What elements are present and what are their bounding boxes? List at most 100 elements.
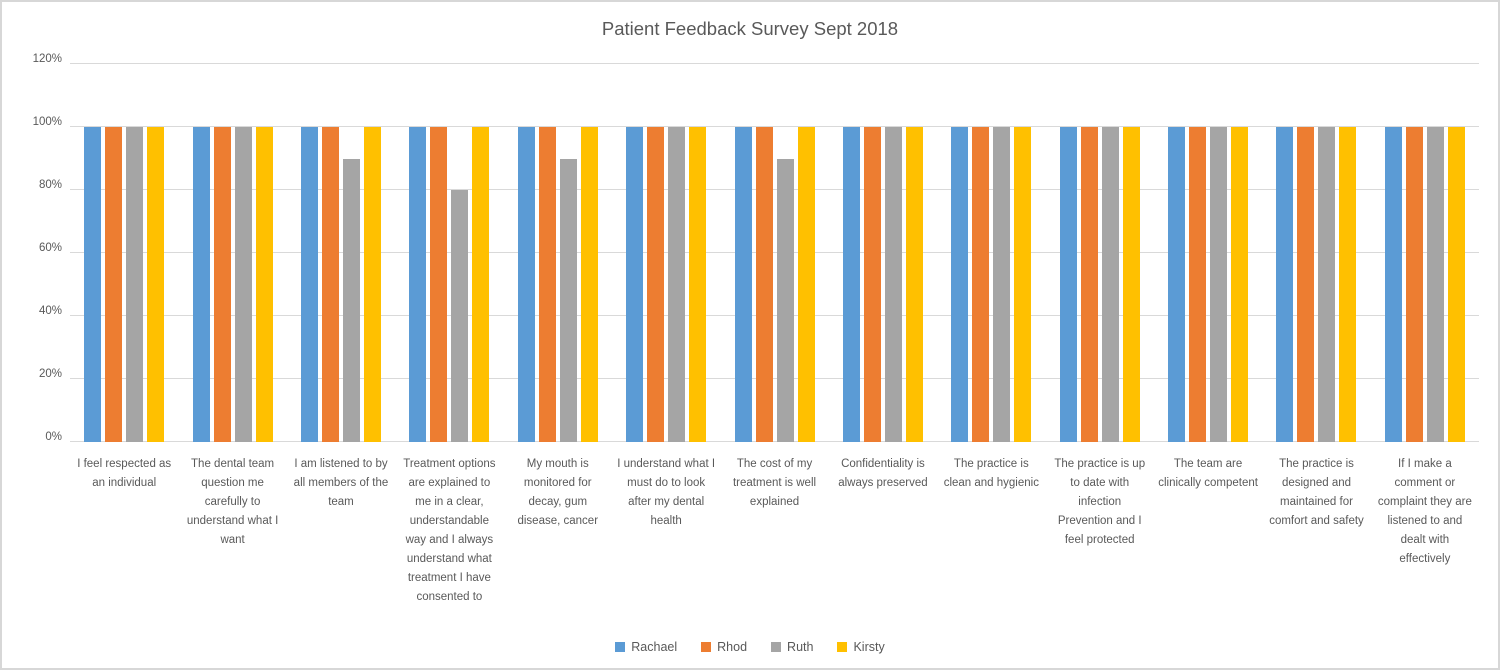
legend-item-rachael: Rachael <box>615 640 677 654</box>
bar-rhod-category-3 <box>321 127 339 442</box>
bar-kirsty-category-6 <box>689 127 707 442</box>
bar-rhod-category-8 <box>863 127 881 442</box>
legend-swatch-icon <box>701 642 712 652</box>
legend: Rachael Rhod Ruth Kirsty <box>2 640 1498 654</box>
y-tick-label-60%: 60% <box>38 242 62 254</box>
bar-rhod-category-7 <box>755 127 773 442</box>
gridline-20 <box>70 378 1479 379</box>
bar-group-8 <box>829 64 937 442</box>
x-category-label-9: The practice is clean and hygienic <box>943 458 1039 489</box>
bar-rhod-category-1 <box>105 127 123 442</box>
bar-rhod-category-11 <box>1189 127 1207 442</box>
x-category-label-5: My mouth is monitored for decay, gum dis… <box>517 458 599 527</box>
bar-ruth-category-11 <box>1210 127 1228 442</box>
bar-rhod-category-13 <box>1405 127 1423 442</box>
bar-rhod-category-10 <box>1080 127 1098 442</box>
bar-group-10 <box>1046 64 1154 442</box>
bar-rachael-category-11 <box>1168 127 1186 442</box>
y-tick-label-0%: 0% <box>45 431 62 443</box>
bar-kirsty-category-3 <box>363 127 381 442</box>
gridline-120 <box>70 63 1479 64</box>
bar-ruth-category-4 <box>451 190 469 442</box>
bar-rachael-category-6 <box>626 127 644 442</box>
bar-rachael-category-5 <box>517 127 535 442</box>
bar-group-2 <box>178 64 286 442</box>
x-category-label-8: Confidentiality is always preserved <box>838 458 928 489</box>
legend-item-kirsty: Kirsty <box>837 640 885 654</box>
x-axis: I feel respected as an individual The den… <box>70 455 1479 607</box>
bar-kirsty-category-2 <box>255 127 273 442</box>
bar-kirsty-category-12 <box>1339 127 1357 442</box>
bar-group-9 <box>937 64 1045 442</box>
x-category-label-12: The practice is designed and maintained … <box>1269 458 1364 527</box>
legend-swatch-icon <box>837 642 848 652</box>
legend-label: Ruth <box>787 640 814 654</box>
bar-group-13 <box>1371 64 1479 442</box>
y-tick-label-120%: 120% <box>32 53 62 65</box>
bar-group-6 <box>612 64 720 442</box>
gridline-0 <box>70 441 1479 442</box>
x-category-label-2: The dental team question me carefully to… <box>186 458 279 546</box>
plot-area <box>70 63 1479 442</box>
bar-rachael-category-3 <box>300 127 318 442</box>
bar-kirsty-category-10 <box>1122 127 1140 442</box>
bar-kirsty-category-13 <box>1447 127 1465 442</box>
x-category-label-13: If I make a comment or complaint they ar… <box>1377 458 1472 565</box>
bar-group-3 <box>287 64 395 442</box>
x-category-label-10: The practice is up to date with infectio… <box>1054 458 1146 546</box>
legend-label: Rhod <box>717 640 748 654</box>
bar-kirsty-category-8 <box>905 127 923 442</box>
bar-ruth-category-12 <box>1318 127 1336 442</box>
bar-rachael-category-9 <box>951 127 969 442</box>
bar-rachael-category-13 <box>1384 127 1402 442</box>
bar-ruth-category-1 <box>126 127 144 442</box>
x-category-label-7: The cost of my treatment is well explain… <box>732 458 817 508</box>
bar-group-5 <box>504 64 612 442</box>
bar-rachael-category-8 <box>842 127 860 442</box>
bar-kirsty-category-1 <box>147 127 165 442</box>
legend-item-rhod: Rhod <box>701 640 747 654</box>
bar-group-7 <box>720 64 828 442</box>
bar-kirsty-category-5 <box>580 127 598 442</box>
bar-ruth-category-9 <box>993 127 1011 442</box>
bar-group-12 <box>1262 64 1370 442</box>
chart-title: Patient Feedback Survey Sept 2018 <box>601 18 899 39</box>
x-category-label-11: The team are clinically competent <box>1158 458 1258 489</box>
bar-groups <box>70 64 1479 442</box>
bar-rachael-category-2 <box>192 127 210 442</box>
legend-item-ruth: Ruth <box>771 640 813 654</box>
bar-ruth-category-5 <box>559 158 577 442</box>
bar-rhod-category-6 <box>647 127 665 442</box>
bar-group-4 <box>395 64 503 442</box>
legend-label: Rachael <box>631 640 678 654</box>
bar-rachael-category-10 <box>1059 127 1077 442</box>
y-tick-label-40%: 40% <box>38 305 62 317</box>
bar-rhod-category-9 <box>972 127 990 442</box>
legend-swatch-icon <box>615 642 626 652</box>
bar-ruth-category-10 <box>1101 127 1119 442</box>
bar-group-1 <box>70 64 178 442</box>
bar-rachael-category-1 <box>84 127 102 442</box>
gridline-80 <box>70 189 1479 190</box>
gridline-100 <box>70 126 1479 127</box>
bar-kirsty-category-9 <box>1014 127 1032 442</box>
bar-ruth-category-6 <box>668 127 686 442</box>
bar-kirsty-category-7 <box>797 127 815 442</box>
bar-ruth-category-3 <box>342 158 360 442</box>
legend-label: Kirsty <box>853 640 885 654</box>
bar-rhod-category-5 <box>538 127 556 442</box>
bar-rhod-category-2 <box>213 127 231 442</box>
gridline-60 <box>70 252 1479 253</box>
x-category-label-4: Treatment options are explained to me in… <box>403 458 496 603</box>
bar-rachael-category-12 <box>1276 127 1294 442</box>
y-tick-label-80%: 80% <box>38 179 62 191</box>
x-category-label-3: I am listened to by all members of the t… <box>293 458 389 508</box>
bar-kirsty-category-4 <box>472 127 490 442</box>
bar-rachael-category-7 <box>734 127 752 442</box>
bar-ruth-category-8 <box>884 127 902 442</box>
bar-ruth-category-13 <box>1426 127 1444 442</box>
bar-group-11 <box>1154 64 1262 442</box>
bar-ruth-category-2 <box>234 127 252 442</box>
bar-kirsty-category-11 <box>1231 127 1249 442</box>
